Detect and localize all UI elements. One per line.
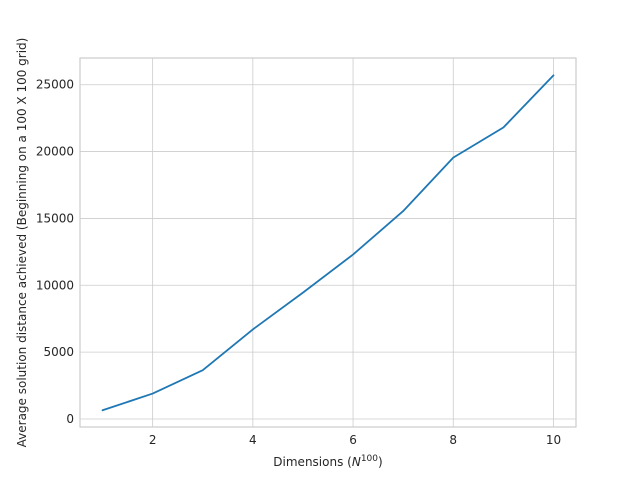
series-line (101, 74, 555, 412)
y-tick-label: 10000 (36, 278, 74, 292)
x-tick-label: 6 (349, 433, 357, 447)
x-tick-label: 8 (449, 433, 457, 447)
x-axis-label: Dimensions (N100) (273, 454, 382, 469)
y-tick-label: 20000 (36, 145, 74, 159)
x-axis-label-text: Dimensions ( (273, 455, 352, 469)
x-axis-label-math-exp: 100 (361, 454, 378, 464)
y-tick-label: 15000 (36, 211, 74, 225)
y-axis-label: Average solution distance achieved (Begi… (15, 38, 29, 448)
x-axis-label-math-base: N (352, 455, 361, 469)
y-tick-label: 5000 (43, 345, 74, 359)
x-tick-label: 4 (249, 433, 257, 447)
plot-frame (79, 57, 577, 428)
y-tick-label: 25000 (36, 78, 74, 92)
grid-layer (80, 58, 576, 427)
x-tick-label: 10 (546, 433, 561, 447)
x-tick-labels: 2 4 6 8 10 (149, 433, 561, 447)
x-axis-label-suffix: ) (378, 455, 383, 469)
x-tick-label: 2 (149, 433, 157, 447)
y-tick-labels: 0 5000 10000 15000 20000 25000 (36, 78, 74, 426)
series-layer (101, 74, 555, 412)
y-tick-label: 0 (66, 412, 74, 426)
